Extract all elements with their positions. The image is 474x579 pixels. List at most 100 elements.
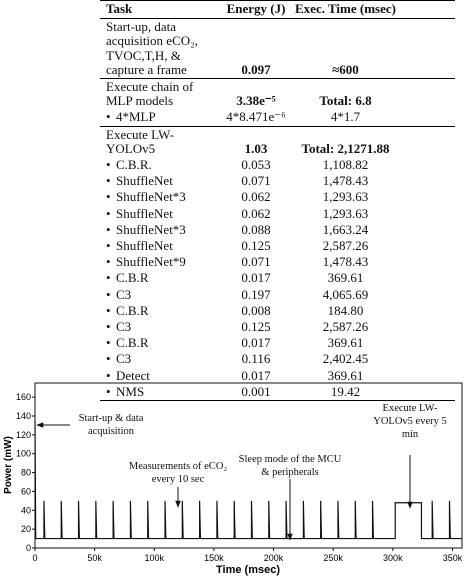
x-tick-label: 50k bbox=[87, 553, 102, 563]
annotation: Sleep mode of the MCU & peripherals bbox=[238, 454, 342, 478]
table-row: ShuffleNet*3 0.088 1,663.24 bbox=[100, 222, 455, 238]
y-tick-label: 80 bbox=[21, 468, 31, 478]
table-cell: 0.017 bbox=[241, 335, 271, 351]
table-cell: 369.61 bbox=[327, 367, 364, 383]
table-cell: 4,065.69 bbox=[322, 286, 369, 302]
table-cell: C.B.R. bbox=[100, 157, 218, 173]
header-cell: Energy (J) bbox=[218, 0, 294, 20]
table-cell: 1,108.82 bbox=[322, 157, 369, 173]
y-tick-label: 0 bbox=[26, 543, 31, 553]
x-tick-label: 100k bbox=[145, 553, 165, 563]
table-row: Start-up, data acquisition eCO₂, TVOC,T,… bbox=[100, 18, 455, 80]
table-cell: 0.116 bbox=[241, 351, 271, 367]
table-cell: 1.03 bbox=[244, 140, 268, 156]
table-cell: 0.001 bbox=[218, 383, 294, 402]
table-cell: 4*8.471e⁻⁶ bbox=[218, 109, 294, 127]
table-cell: 184.80 bbox=[327, 302, 364, 318]
table-cell: 1,293.63 bbox=[322, 205, 369, 221]
table-row: Detect 0.017 369.61 bbox=[100, 368, 455, 384]
y-axis-label: Power (mW) bbox=[3, 436, 14, 494]
table-cell: 0.062 bbox=[241, 189, 271, 205]
table-row: C.B.R 0.017 369.61 bbox=[100, 270, 455, 286]
table-row: Execute chain of MLP models 3.38e⁻⁵ Total:… bbox=[100, 79, 455, 110]
table-row: C.B.R. 0.053 1,108.82 bbox=[100, 157, 455, 173]
table-cell: 0.097 bbox=[218, 18, 294, 80]
table-row: ShuffleNet*3 0.062 1,293.63 bbox=[100, 189, 455, 205]
header-cell: Task bbox=[100, 0, 218, 20]
plot-frame bbox=[34, 382, 463, 549]
table-cell: Total: 2,1271.88 bbox=[301, 140, 390, 156]
table-cell: 0.197 bbox=[241, 286, 271, 302]
table-cell: ShuffleNet*3 bbox=[100, 189, 218, 205]
chart: Power (mW) Time (msec) 0 20 40 60 80 100 120 14… bbox=[3, 382, 463, 576]
y-tick-label: 20 bbox=[21, 524, 31, 534]
header-cell: Exec. Time (msec) bbox=[294, 0, 455, 20]
table-cell: 0.008 bbox=[241, 302, 271, 318]
table-row: C3 0.125 2,587.26 bbox=[100, 319, 455, 335]
table-row: C3 0.197 4,065.69 bbox=[100, 287, 455, 303]
table-cell: C.B.R bbox=[100, 303, 218, 319]
table-row: C.B.R 0.017 369.61 bbox=[100, 335, 455, 351]
table-cell: 369.61 bbox=[327, 270, 364, 286]
table-cell: 2,587.26 bbox=[322, 319, 369, 335]
table-cell: ShuffleNet*9 bbox=[100, 254, 218, 270]
table-cell: Total: 6.8 bbox=[319, 93, 372, 109]
table-cell: 1,478.43 bbox=[322, 254, 369, 270]
table-cell: 0.062 bbox=[241, 205, 271, 221]
table-cell: 0.017 bbox=[241, 270, 271, 286]
table-cell: Start-up, data acquisition eCO₂, TVOC,T,… bbox=[100, 18, 218, 80]
table-cell: 369.61 bbox=[327, 335, 364, 351]
table-cell: ShuffleNet bbox=[100, 238, 218, 254]
table-cell: 1,663.24 bbox=[322, 221, 369, 237]
table-cell: C3 bbox=[100, 351, 218, 367]
table-cell: 2,402.45 bbox=[322, 351, 369, 367]
y-tick-label: 40 bbox=[21, 505, 31, 515]
table-cell: 0.053 bbox=[241, 157, 271, 173]
table-cell: ≈600 bbox=[294, 18, 455, 80]
table-row: Execute LW-YOLOv5 1.03 Total: 2,1271.88 bbox=[100, 126, 455, 157]
table-cell: 3.38e⁻⁵ bbox=[236, 93, 276, 109]
table-cell: 1,478.43 bbox=[322, 173, 369, 189]
table-cell: 0.071 bbox=[241, 173, 271, 189]
table-cell: Execute LW-YOLOv5 bbox=[106, 126, 174, 156]
x-tick-label: 250k bbox=[323, 553, 343, 563]
table-row: ShuffleNet 0.062 1,293.63 bbox=[100, 206, 455, 222]
annotation: Execute LW-YOLOv5 every 5 min bbox=[373, 403, 447, 440]
table-cell: 0.125 bbox=[241, 319, 271, 335]
table-cell: 19.42 bbox=[294, 383, 455, 402]
annotation: Start-up & data acquisition bbox=[78, 413, 144, 437]
y-tick-label: 100 bbox=[16, 449, 31, 459]
table-cell: 0.017 bbox=[241, 367, 271, 383]
table-cell: 4*MLP bbox=[100, 109, 218, 127]
y-tick-label: 120 bbox=[16, 430, 31, 440]
table-cell: Detect bbox=[100, 368, 218, 384]
table-row: ShuffleNet*9 0.071 1,478.43 bbox=[100, 254, 455, 270]
y-tick-label: 160 bbox=[16, 392, 31, 402]
table-cell: 1,293.63 bbox=[322, 189, 369, 205]
table-cell: C.B.R bbox=[100, 335, 218, 351]
annotation: Measurements of eCO₂ every 10 sec bbox=[128, 461, 228, 485]
x-tick-label: 300k bbox=[383, 553, 403, 563]
table-cell: ShuffleNet*3 bbox=[100, 222, 218, 238]
x-tick-label: 350k bbox=[443, 553, 463, 563]
x-tick-label: 200k bbox=[264, 553, 284, 563]
table-cell: C.B.R bbox=[100, 270, 218, 286]
table-cell: 2,587.26 bbox=[322, 238, 369, 254]
table-cell: 4*1.7 bbox=[294, 109, 455, 127]
table-cell: C3 bbox=[100, 287, 218, 303]
x-tick-label: 150k bbox=[204, 553, 224, 563]
table-cell: 0.088 bbox=[241, 221, 271, 237]
data-line bbox=[34, 420, 462, 540]
header-row: Task Energy (J) Exec. Time (msec) bbox=[100, 0, 455, 20]
table-cell: C3 bbox=[100, 319, 218, 335]
table-row: ShuffleNet 0.125 2,587.26 bbox=[100, 238, 455, 254]
table-cell: ShuffleNet bbox=[100, 173, 218, 189]
table-cell: 0.125 bbox=[241, 238, 271, 254]
y-tick-label: 60 bbox=[21, 486, 31, 496]
table-cell: NMS bbox=[100, 383, 218, 402]
table-row: C.B.R 0.008 184.80 bbox=[100, 303, 455, 319]
table-cell: ShuffleNet bbox=[100, 206, 218, 222]
